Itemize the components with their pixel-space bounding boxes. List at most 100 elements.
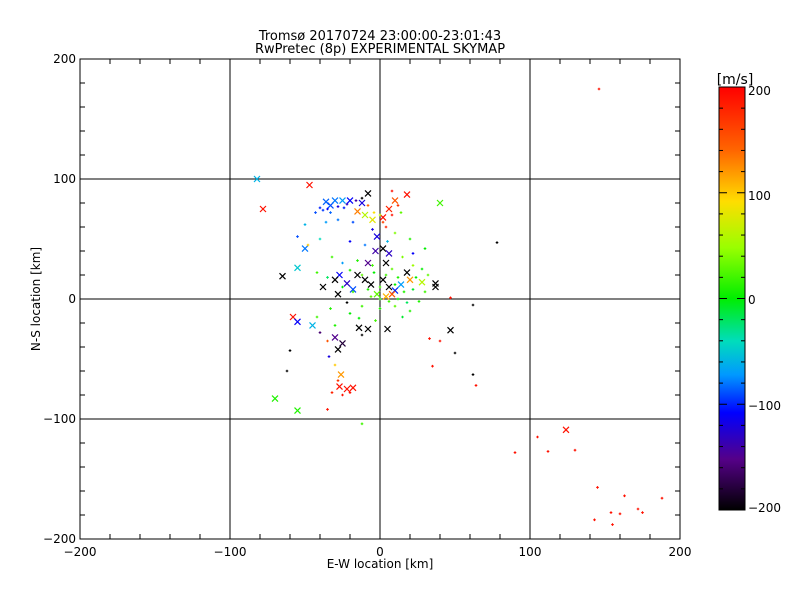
data-point-plus xyxy=(372,271,376,274)
data-point-plus xyxy=(303,223,307,226)
data-point-plus xyxy=(324,220,328,224)
data-point-x xyxy=(379,245,387,253)
data-point-plus xyxy=(390,267,394,271)
data-point-x xyxy=(279,272,286,280)
data-point-plus xyxy=(623,494,626,498)
data-point-plus xyxy=(423,290,427,294)
data-point-plus xyxy=(326,339,329,343)
data-point-plus xyxy=(636,507,640,511)
data-point-x xyxy=(346,197,354,205)
data-point-x xyxy=(334,345,342,353)
data-point-plus xyxy=(345,202,349,206)
data-point-plus xyxy=(593,518,596,522)
data-point-plus xyxy=(546,450,550,453)
data-point-x xyxy=(391,197,399,205)
data-point-plus xyxy=(369,295,373,298)
data-point-plus xyxy=(354,199,358,202)
colorbar-frame xyxy=(718,86,746,511)
colorbar-tick-label: 100 xyxy=(748,189,771,203)
data-point-plus xyxy=(341,261,344,265)
data-point-plus xyxy=(341,285,344,289)
data-point-plus xyxy=(374,319,377,322)
data-point-x xyxy=(301,245,309,253)
data-point-plus xyxy=(411,288,415,291)
data-point-x xyxy=(331,197,339,205)
data-point-plus xyxy=(420,267,424,271)
data-point-plus xyxy=(366,288,370,291)
data-point-plus xyxy=(378,307,382,310)
y-tick-label: 100 xyxy=(53,172,76,186)
colorbar-tick-label: −100 xyxy=(748,399,781,413)
data-point-x xyxy=(322,198,330,206)
colorbar-ticks xyxy=(718,86,746,511)
data-point-plus xyxy=(428,337,431,340)
data-point-x xyxy=(385,283,393,291)
data-point-plus xyxy=(329,307,332,310)
data-point-x xyxy=(436,199,444,207)
data-point-plus xyxy=(405,301,409,304)
data-point-x xyxy=(334,290,342,298)
data-point-plus xyxy=(360,304,364,308)
data-point-plus xyxy=(396,204,400,207)
data-point-plus xyxy=(318,237,322,241)
data-point-plus xyxy=(641,511,644,514)
data-point-x xyxy=(364,259,372,267)
data-point-plus xyxy=(363,243,367,247)
colorbar-tick-label: −200 xyxy=(748,501,781,515)
data-point-x xyxy=(271,395,279,403)
data-point-x xyxy=(447,326,454,334)
data-point-plus xyxy=(326,207,329,211)
data-point-x xyxy=(331,333,339,341)
data-point-x xyxy=(319,283,327,291)
data-point-x xyxy=(373,233,381,241)
data-point-x xyxy=(331,276,339,284)
data-point-plus xyxy=(414,276,418,279)
data-point-plus xyxy=(401,255,404,259)
data-point-plus xyxy=(618,512,622,516)
data-point-plus xyxy=(381,220,385,224)
data-point-plus xyxy=(371,264,374,267)
data-point-x xyxy=(432,283,439,291)
data-point-plus xyxy=(384,225,388,229)
chart-title: Tromsø 20170724 23:00:00-23:01:43 xyxy=(258,29,501,44)
data-point-plus xyxy=(378,285,382,289)
data-point-plus xyxy=(315,315,319,319)
data-point-plus xyxy=(408,237,412,241)
data-point-plus xyxy=(597,87,601,91)
data-point-x xyxy=(372,247,379,255)
x-tick-label: 0 xyxy=(376,545,384,559)
data-point-x xyxy=(294,407,301,415)
data-point-plus xyxy=(348,240,352,243)
colorbar-label: [m/s] xyxy=(717,72,754,88)
data-point-plus xyxy=(366,204,370,207)
x-tick-label: 200 xyxy=(669,545,692,559)
data-point-plus xyxy=(384,273,388,277)
data-point-x xyxy=(343,279,351,287)
y-tick-label: 200 xyxy=(53,52,76,66)
data-point-plus xyxy=(371,228,374,231)
data-points xyxy=(253,87,664,526)
data-point-x xyxy=(339,339,346,347)
x-tick-label: 100 xyxy=(519,545,542,559)
data-point-plus xyxy=(314,211,317,214)
data-point-plus xyxy=(333,324,337,327)
data-point-plus xyxy=(351,290,355,294)
data-point-plus xyxy=(329,211,332,214)
data-point-plus xyxy=(357,316,361,320)
y-tick-label: −200 xyxy=(43,532,76,546)
data-point-plus xyxy=(372,211,376,214)
data-point-plus xyxy=(386,240,389,243)
data-point-plus xyxy=(318,206,322,210)
data-point-x xyxy=(418,278,426,286)
data-point-plus xyxy=(399,211,403,214)
data-point-plus xyxy=(327,355,331,358)
axis-ticks xyxy=(79,58,681,540)
data-point-plus xyxy=(296,235,299,238)
data-point-plus xyxy=(411,252,415,255)
x-axis-label: E-W location [km] xyxy=(327,557,434,571)
data-point-x xyxy=(349,285,357,293)
data-point-plus xyxy=(417,300,421,303)
colorbar-tick-label: 200 xyxy=(748,84,771,98)
data-point-x xyxy=(336,383,343,391)
